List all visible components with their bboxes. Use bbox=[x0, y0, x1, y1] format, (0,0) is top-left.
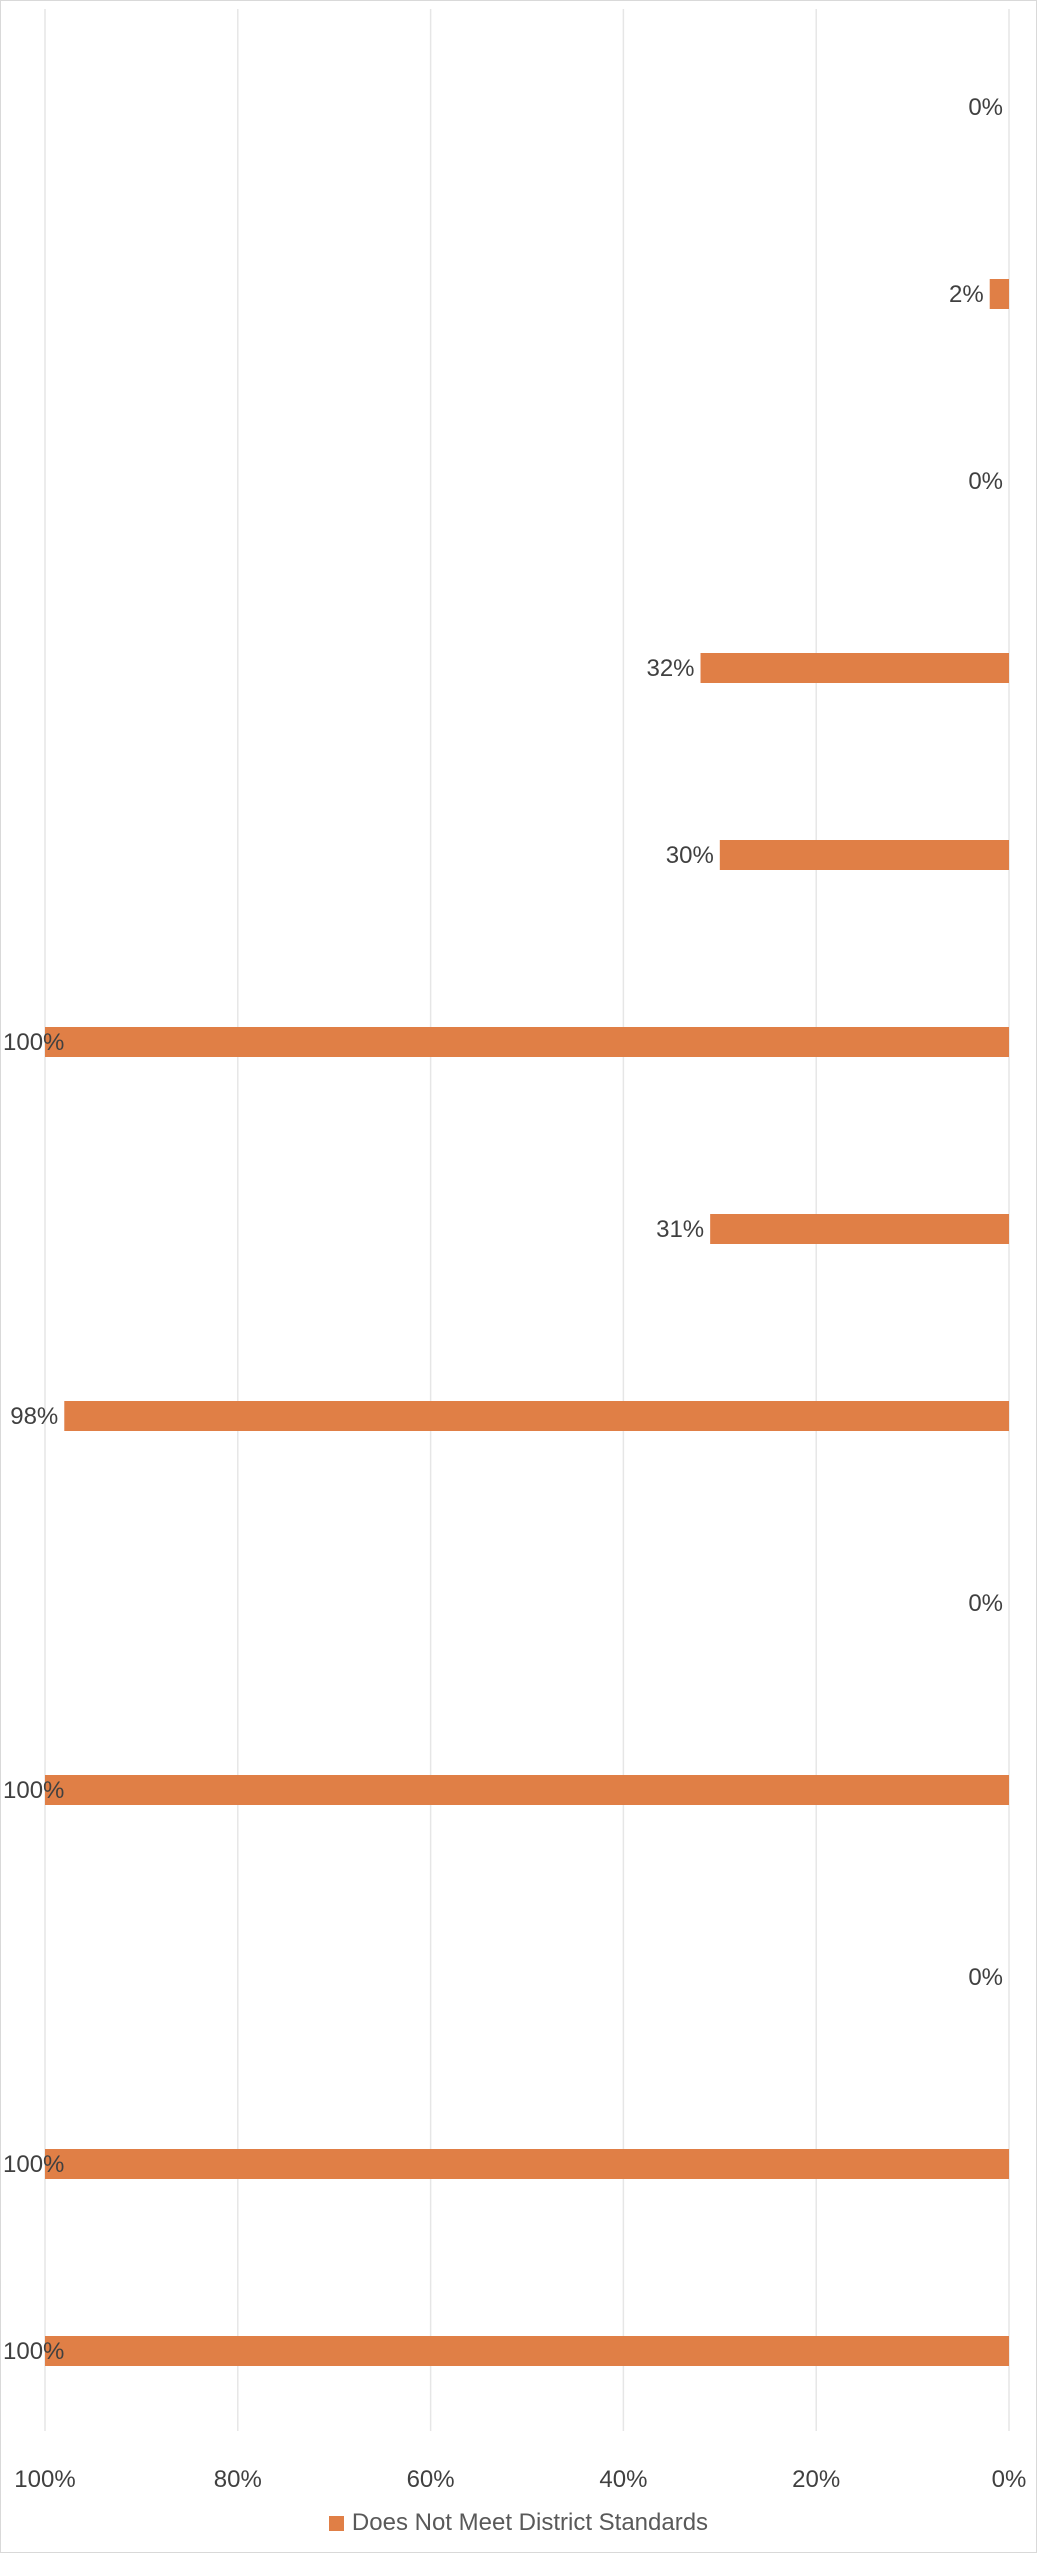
data-label: 32% bbox=[646, 655, 694, 682]
x-tick-label: 100% bbox=[14, 2466, 75, 2493]
x-tick-label: 80% bbox=[214, 2466, 262, 2493]
data-label: 100% bbox=[3, 2151, 64, 2178]
data-label: 30% bbox=[666, 842, 714, 869]
data-label: 100% bbox=[3, 1029, 64, 1056]
x-tick-label: 40% bbox=[599, 2466, 647, 2493]
x-tick-label: 0% bbox=[992, 2466, 1027, 2493]
data-label: 100% bbox=[3, 1777, 64, 1804]
data-label: 2% bbox=[949, 281, 984, 308]
bar bbox=[45, 2336, 1009, 2366]
data-label: 98% bbox=[10, 1403, 58, 1430]
bars bbox=[45, 279, 1009, 2366]
data-label: 31% bbox=[656, 1216, 704, 1243]
x-axis: 100% 80% 60% 40% 20% 0% bbox=[14, 2466, 1026, 2493]
data-label: 0% bbox=[968, 1590, 1003, 1617]
bar bbox=[989, 279, 1009, 309]
bar bbox=[64, 1401, 1009, 1431]
legend: Does Not Meet District Standards bbox=[1, 2509, 1036, 2537]
bar bbox=[45, 2149, 1009, 2179]
bar bbox=[719, 840, 1009, 870]
data-label: 0% bbox=[968, 468, 1003, 495]
x-tick-label: 20% bbox=[792, 2466, 840, 2493]
data-label: 0% bbox=[968, 1964, 1003, 1991]
x-tick-label: 60% bbox=[407, 2466, 455, 2493]
data-label: 0% bbox=[968, 94, 1003, 121]
data-label: 100% bbox=[3, 2338, 64, 2365]
bar bbox=[45, 1775, 1009, 1805]
bar bbox=[710, 1214, 1009, 1244]
data-labels: 0% 2% 0% 32% 30% 100% 31% 98% 0% 100% 0% 100% 100% bbox=[3, 94, 1003, 2365]
bar bbox=[700, 653, 1009, 683]
legend-swatch bbox=[328, 2515, 344, 2531]
bar bbox=[45, 1027, 1009, 1057]
legend-label: Does Not Meet District Standards bbox=[351, 2509, 709, 2536]
